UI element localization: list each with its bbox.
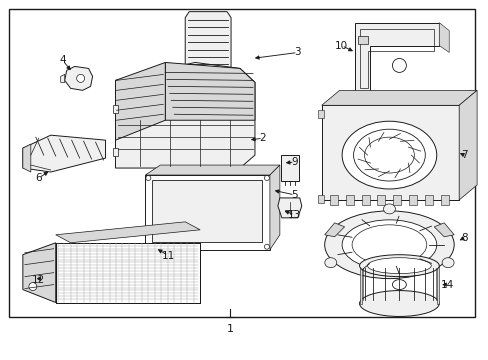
- Polygon shape: [115, 62, 254, 168]
- Polygon shape: [408, 195, 416, 205]
- Polygon shape: [321, 105, 458, 200]
- Text: 2: 2: [259, 133, 265, 143]
- Ellipse shape: [342, 220, 436, 270]
- Text: 11: 11: [162, 251, 175, 261]
- Ellipse shape: [359, 291, 438, 316]
- Polygon shape: [324, 223, 344, 237]
- Bar: [357, 36, 367, 44]
- Polygon shape: [56, 222, 200, 243]
- Polygon shape: [64, 67, 92, 90]
- Text: 9: 9: [291, 157, 298, 167]
- Ellipse shape: [264, 176, 269, 180]
- Polygon shape: [458, 90, 476, 200]
- Polygon shape: [61, 75, 64, 82]
- Polygon shape: [433, 223, 453, 237]
- Ellipse shape: [324, 258, 336, 268]
- Bar: [280, 155, 298, 181]
- Ellipse shape: [392, 58, 406, 72]
- Text: 12: 12: [32, 275, 45, 285]
- Polygon shape: [115, 62, 165, 140]
- Bar: [152, 180, 262, 242]
- Text: 8: 8: [460, 233, 467, 243]
- Bar: [56, 243, 200, 302]
- Ellipse shape: [145, 176, 151, 180]
- Bar: [56, 243, 200, 302]
- Ellipse shape: [29, 283, 37, 291]
- Polygon shape: [269, 165, 279, 250]
- Bar: [112, 105, 118, 113]
- Ellipse shape: [359, 255, 438, 276]
- Polygon shape: [438, 23, 448, 53]
- Polygon shape: [354, 23, 438, 95]
- Bar: [145, 175, 269, 250]
- Polygon shape: [440, 195, 448, 205]
- Ellipse shape: [77, 75, 84, 82]
- Ellipse shape: [264, 244, 269, 249]
- Bar: [317, 110, 323, 118]
- Polygon shape: [329, 195, 337, 205]
- Polygon shape: [425, 195, 432, 205]
- Polygon shape: [165, 62, 254, 120]
- Text: 1: 1: [226, 324, 233, 334]
- Polygon shape: [345, 195, 353, 205]
- Polygon shape: [277, 198, 301, 218]
- Polygon shape: [377, 195, 385, 205]
- Bar: [317, 195, 323, 203]
- Text: 3: 3: [294, 48, 301, 58]
- Ellipse shape: [392, 280, 406, 289]
- Text: 5: 5: [291, 190, 298, 200]
- Ellipse shape: [367, 258, 430, 274]
- Text: 13: 13: [287, 210, 301, 220]
- Text: 10: 10: [334, 41, 347, 50]
- Polygon shape: [185, 12, 230, 73]
- Text: 6: 6: [36, 173, 42, 183]
- Polygon shape: [321, 90, 476, 105]
- Text: 14: 14: [440, 280, 453, 289]
- Polygon shape: [393, 195, 401, 205]
- Polygon shape: [23, 135, 105, 172]
- Bar: [112, 148, 118, 156]
- Ellipse shape: [324, 211, 453, 279]
- Text: 4: 4: [59, 55, 66, 66]
- Bar: [436, 266, 438, 303]
- Polygon shape: [361, 195, 369, 205]
- Bar: [359, 266, 361, 303]
- Polygon shape: [145, 165, 279, 175]
- Bar: [9, 9, 474, 318]
- Text: 7: 7: [460, 150, 467, 160]
- Ellipse shape: [342, 121, 436, 189]
- Ellipse shape: [441, 258, 453, 268]
- Ellipse shape: [145, 244, 151, 249]
- Polygon shape: [23, 144, 31, 172]
- Polygon shape: [23, 243, 56, 302]
- Ellipse shape: [383, 204, 395, 214]
